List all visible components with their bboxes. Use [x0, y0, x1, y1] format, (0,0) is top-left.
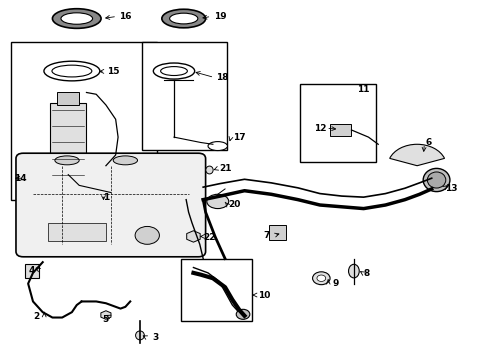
- Text: 15: 15: [107, 67, 119, 76]
- Text: 18: 18: [216, 73, 228, 82]
- Ellipse shape: [44, 61, 100, 81]
- Bar: [57, 93, 79, 105]
- Text: 20: 20: [228, 200, 241, 209]
- Ellipse shape: [160, 67, 187, 76]
- Circle shape: [135, 226, 159, 244]
- FancyBboxPatch shape: [11, 42, 157, 200]
- FancyBboxPatch shape: [300, 84, 375, 162]
- Text: 5: 5: [102, 315, 108, 324]
- Bar: [25, 264, 39, 278]
- Text: 9: 9: [332, 279, 338, 288]
- FancyBboxPatch shape: [181, 258, 251, 321]
- Ellipse shape: [135, 331, 144, 340]
- Bar: [50, 103, 86, 182]
- Ellipse shape: [55, 156, 79, 165]
- Ellipse shape: [422, 168, 449, 192]
- Text: 7: 7: [263, 231, 269, 240]
- Ellipse shape: [205, 166, 213, 174]
- Circle shape: [312, 272, 329, 285]
- Bar: [268, 225, 286, 240]
- Text: 21: 21: [218, 164, 231, 173]
- Text: 13: 13: [445, 184, 457, 193]
- Ellipse shape: [348, 264, 359, 278]
- Ellipse shape: [236, 309, 249, 319]
- FancyBboxPatch shape: [16, 153, 205, 257]
- Text: 1: 1: [102, 193, 109, 202]
- Ellipse shape: [427, 172, 445, 188]
- Text: 22: 22: [203, 233, 215, 242]
- Circle shape: [316, 275, 325, 282]
- Text: 14: 14: [14, 174, 26, 183]
- Ellipse shape: [206, 194, 228, 208]
- Ellipse shape: [169, 13, 198, 24]
- Text: 6: 6: [424, 138, 430, 147]
- Text: 8: 8: [363, 269, 369, 278]
- FancyBboxPatch shape: [142, 42, 227, 150]
- Bar: [47, 223, 106, 241]
- Text: 3: 3: [152, 333, 158, 342]
- Ellipse shape: [61, 13, 92, 24]
- Ellipse shape: [207, 141, 227, 150]
- Text: 4: 4: [28, 266, 35, 275]
- Wedge shape: [389, 144, 444, 166]
- Text: 2: 2: [33, 312, 40, 321]
- Ellipse shape: [162, 9, 205, 28]
- Text: 16: 16: [119, 12, 131, 21]
- Bar: [329, 123, 351, 136]
- Ellipse shape: [153, 63, 194, 79]
- Ellipse shape: [52, 65, 92, 77]
- Text: 11: 11: [357, 85, 369, 94]
- Text: 10: 10: [257, 291, 269, 300]
- Text: 19: 19: [213, 12, 226, 21]
- Text: 12: 12: [313, 124, 325, 133]
- Ellipse shape: [113, 156, 137, 165]
- Text: 17: 17: [233, 132, 245, 141]
- Ellipse shape: [52, 9, 101, 28]
